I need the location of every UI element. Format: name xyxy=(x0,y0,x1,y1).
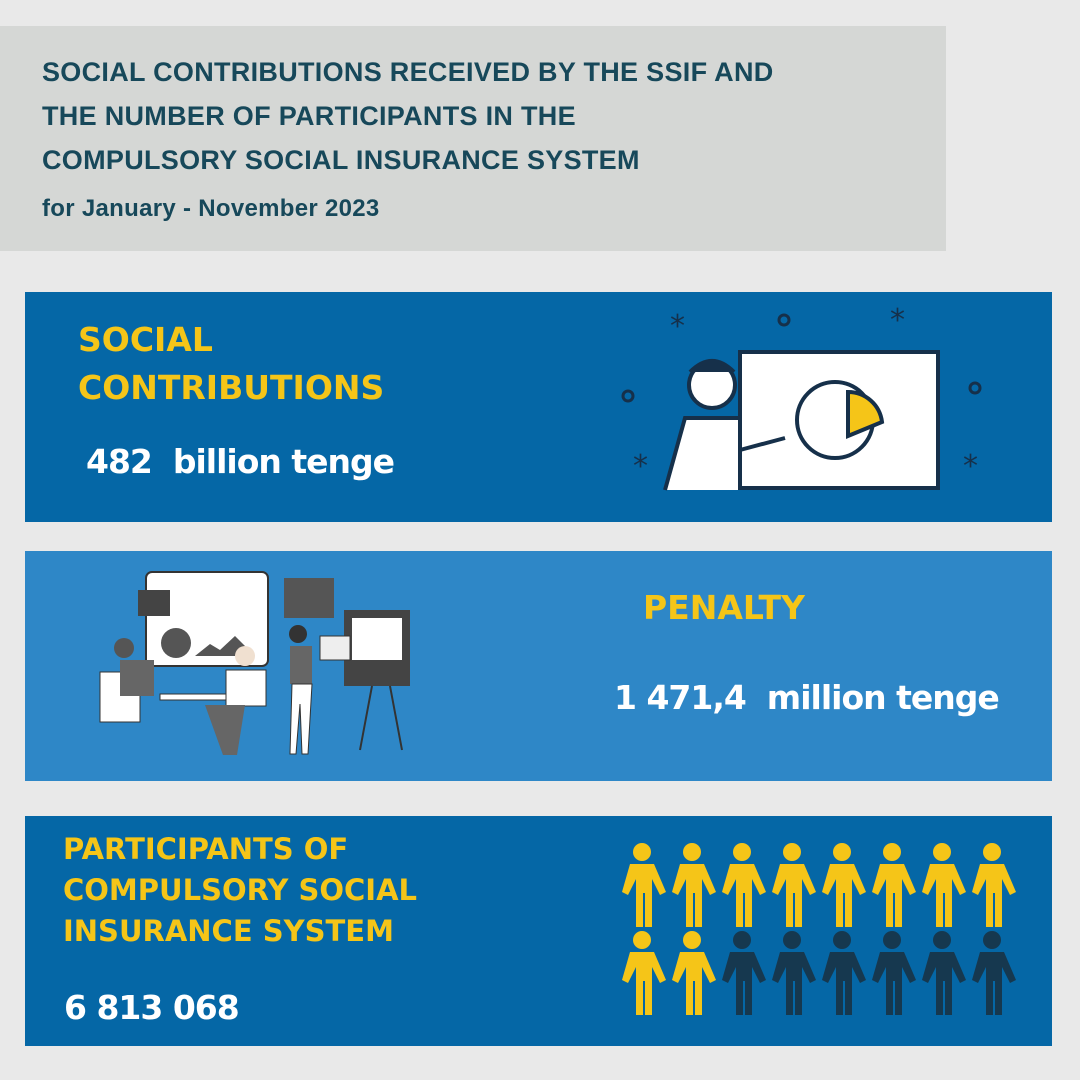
panel-value: 1 471,4 million tenge xyxy=(614,678,1000,717)
person-icon xyxy=(922,931,966,1015)
panel-heading: CONTRIBUTIONS xyxy=(78,368,385,407)
person-icon xyxy=(622,931,666,1015)
panel-value: 482 billion tenge xyxy=(86,442,395,481)
panel-heading: INSURANCE SYSTEM xyxy=(63,914,394,948)
panel-heading: SOCIAL xyxy=(78,320,213,359)
header xyxy=(0,26,946,251)
person-icon xyxy=(872,843,916,927)
person-icon xyxy=(772,843,816,927)
panel-heading: PARTICIPANTS OF xyxy=(63,832,349,866)
presenter-illustration: * * * * xyxy=(621,303,982,491)
subtitle: for January - November 2023 xyxy=(42,195,380,222)
person-icon xyxy=(972,843,1016,927)
person-icon xyxy=(672,843,716,927)
svg-text:*: * xyxy=(670,309,685,344)
meeting-illustration xyxy=(99,571,410,755)
panel-heading: PENALTY xyxy=(643,588,805,627)
svg-text:*: * xyxy=(633,449,648,484)
person-icon xyxy=(722,931,766,1015)
title-line: COMPULSORY SOCIAL INSURANCE SYSTEM xyxy=(42,145,640,175)
person-icon xyxy=(822,931,866,1015)
person-icon xyxy=(622,843,666,927)
panel-heading: COMPULSORY SOCIAL xyxy=(63,873,417,907)
person-icon xyxy=(922,843,966,927)
panel xyxy=(25,816,1052,1046)
title-line: SOCIAL CONTRIBUTIONS RECEIVED BY THE SSI… xyxy=(42,57,774,87)
person-icon xyxy=(722,843,766,927)
people-icons xyxy=(622,843,1016,1015)
svg-text:*: * xyxy=(890,303,905,338)
svg-text:*: * xyxy=(963,449,978,484)
person-icon xyxy=(872,931,916,1015)
person-icon xyxy=(672,931,716,1015)
title-line: THE NUMBER OF PARTICIPANTS IN THE xyxy=(42,101,576,131)
person-icon xyxy=(772,931,816,1015)
person-icon xyxy=(822,843,866,927)
panel-value: 6 813 068 xyxy=(64,988,240,1027)
person-icon xyxy=(972,931,1016,1015)
